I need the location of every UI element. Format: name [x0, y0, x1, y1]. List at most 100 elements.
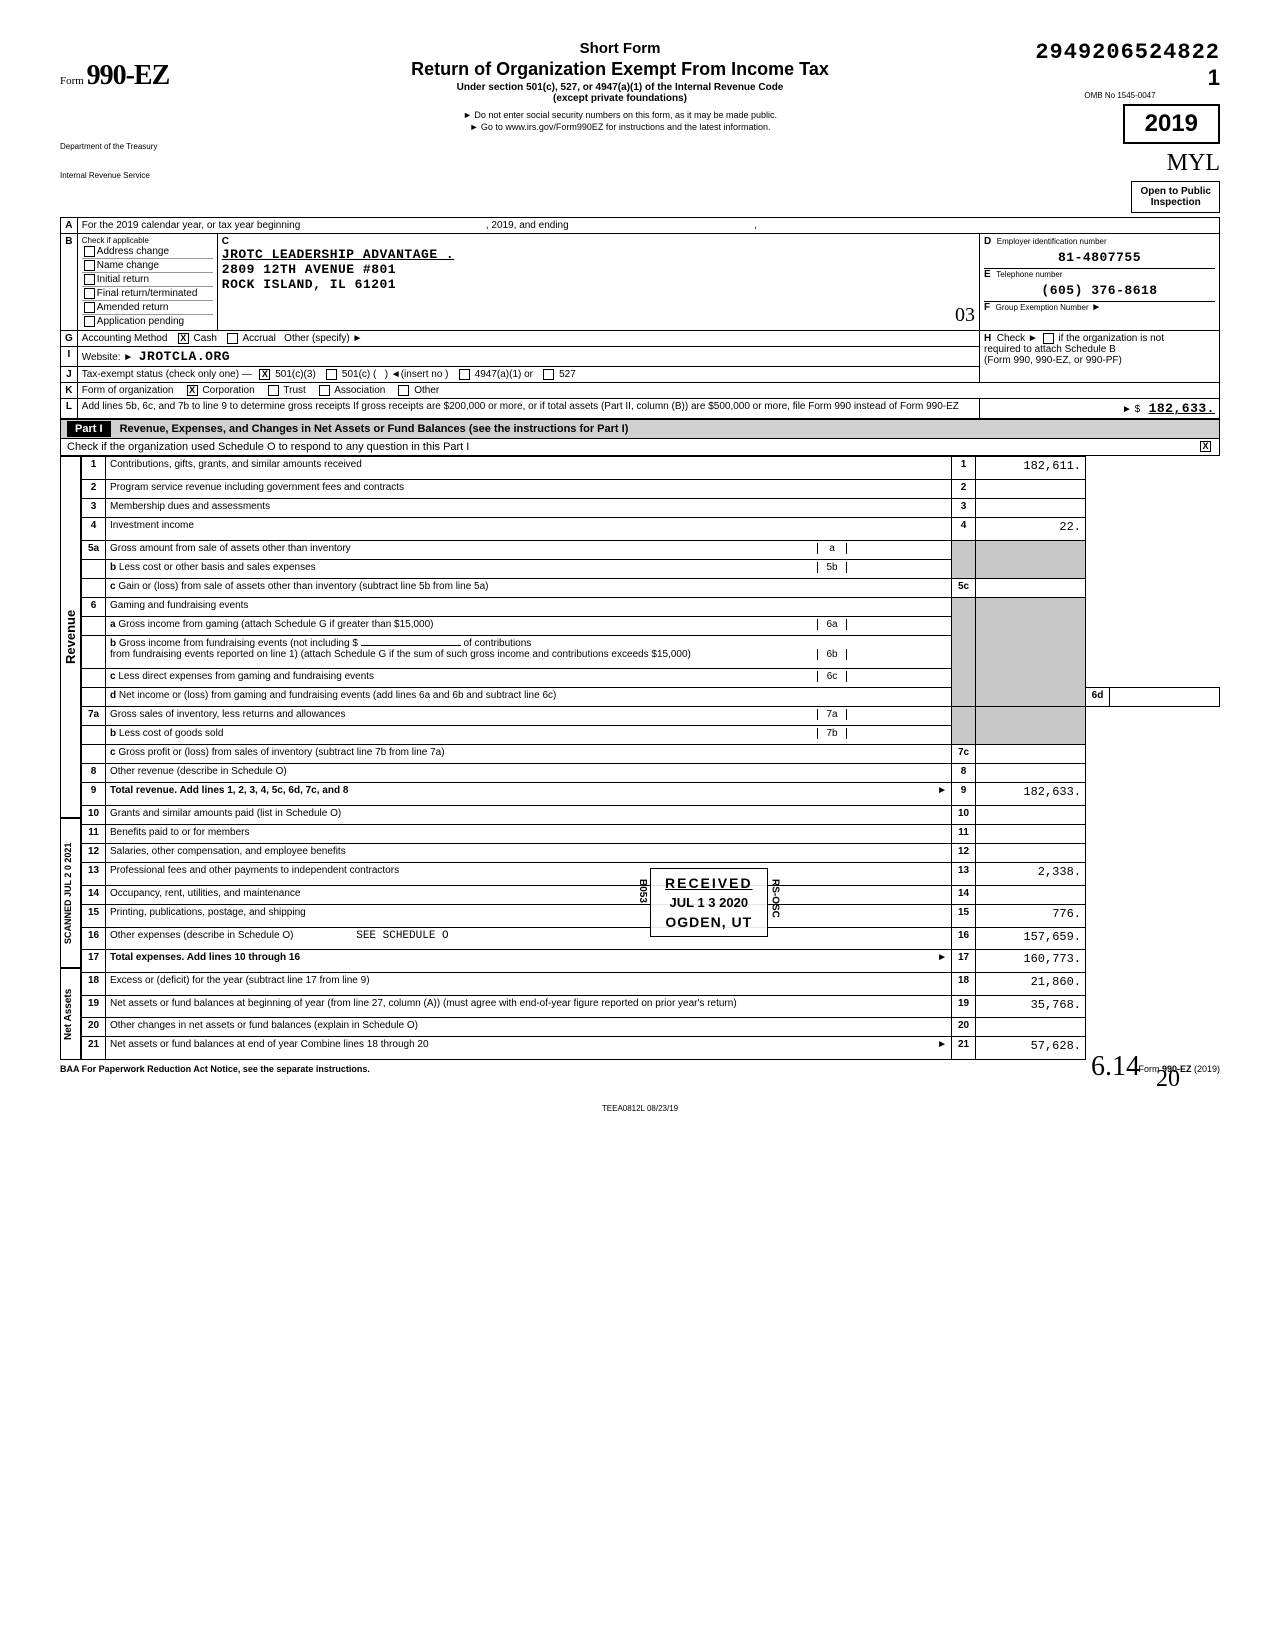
check-initial-return[interactable]: Initial return [82, 273, 213, 287]
row-k: Form of organization X Corporation Trust… [77, 383, 1219, 399]
check-amended-return[interactable]: Amended return [82, 301, 213, 315]
check-corp[interactable]: X [187, 385, 198, 396]
dln-stamp: 294920652482​2 [1035, 40, 1220, 65]
label-d: D [984, 236, 991, 247]
line-8: 8Other revenue (describe in Schedule O)8 [82, 764, 1220, 783]
stamp-date: JUL 1 3 2020 [665, 895, 753, 910]
vertical-labels: Revenue SCANNED JUL 2 0 2021 Net Assets [60, 456, 81, 1060]
form-prefix: Form [60, 75, 84, 87]
check-if-column: Check if applicable Address change Name … [77, 234, 217, 331]
check-501c[interactable] [326, 369, 337, 380]
line-5c: c Gain or (loss) from sale of assets oth… [82, 579, 1220, 598]
org-addr1: 2809 12TH AVENUE #801 [222, 262, 975, 277]
page-stamp: 1 [1208, 65, 1220, 90]
line-2: 2Program service revenue including gover… [82, 480, 1220, 499]
goto-instruction: ► Go to www.irs.gov/Form990EZ for instru… [230, 122, 1010, 132]
org-addr2: ROCK ISLAND, IL 61201 [222, 277, 975, 292]
short-form-label: Short Form [230, 40, 1010, 57]
org-name: JROTC LEADERSHIP ADVANTAGE . [222, 247, 975, 262]
check-name-change[interactable]: Name change [82, 259, 213, 273]
row-j: Tax-exempt status (check only one) — X 5… [77, 367, 979, 383]
stamp-left-code: B053 [637, 879, 648, 903]
label-h: H [984, 333, 991, 344]
footer-left: BAA For Paperwork Reduction Act Notice, … [60, 1064, 370, 1074]
label-a: A [61, 218, 78, 234]
line-21: 21Net assets or fund balances at end of … [82, 1037, 1220, 1060]
check-application-pending[interactable]: Application pending [82, 315, 213, 328]
row-l-arrow: ► $ [1122, 404, 1140, 415]
check-527[interactable] [543, 369, 554, 380]
hand-03: 03 [955, 304, 975, 327]
check-if-label: Check if applicable [82, 236, 213, 245]
row-g: Accounting Method X Cash Accrual Other (… [77, 331, 979, 347]
received-stamp: B053 RECEIVED JUL 1 3 2020 OGDEN, UT RS-… [650, 868, 768, 937]
line-20: 20Other changes in net assets or fund ba… [82, 1018, 1220, 1037]
check-other-org[interactable] [398, 385, 409, 396]
lines-table: 1Contributions, gifts, grants, and simil… [81, 456, 1220, 1060]
check-trust[interactable] [268, 385, 279, 396]
open-public-box: Open to Public Inspection [1131, 181, 1220, 213]
signature-2: 20 [1156, 1066, 1180, 1093]
initials-handwriting: MYL [1167, 150, 1220, 177]
line-6: 6Gaming and fundraising events [82, 598, 1220, 617]
subtitle-2: (except private foundations) [230, 93, 1010, 104]
section-c: C JROTC LEADERSHIP ADVANTAGE . 2809 12TH… [217, 234, 979, 331]
tax-year: 2019 [1123, 104, 1220, 144]
check-4947[interactable] [459, 369, 470, 380]
form-number: 990-EZ [87, 60, 170, 91]
subtitle-1: Under section 501(c), 527, or 4947(a)(1)… [230, 82, 1010, 93]
check-address-change[interactable]: Address change [82, 245, 213, 259]
omb-label: OMB No 1545-0047 [1020, 91, 1220, 100]
footer: BAA For Paperwork Reduction Act Notice, … [60, 1064, 1220, 1074]
check-cash[interactable]: X [178, 333, 189, 344]
e-text: Telephone number [996, 270, 1062, 279]
part1-checkbox[interactable]: X [1200, 441, 1211, 452]
line-4: 4Investment income422. [82, 518, 1220, 541]
line-7c: c Gross profit or (loss) from sales of i… [82, 745, 1220, 764]
label-j: J [61, 367, 78, 383]
line-9: 9Total revenue. Add lines 1, 2, 3, 4, 5c… [82, 783, 1220, 806]
return-title: Return of Organization Exempt From Incom… [230, 59, 1010, 80]
label-g: G [61, 331, 78, 347]
header-center: Short Form Return of Organization Exempt… [220, 40, 1020, 134]
line-10: 10Grants and similar amounts paid (list … [82, 805, 1220, 824]
dept-treasury: Department of the Treasury [60, 142, 220, 151]
part1-body: Revenue SCANNED JUL 2 0 2021 Net Assets … [60, 456, 1220, 1060]
row-l-amount-cell: ► $ 182,633. [980, 399, 1220, 419]
phone-value: (605) 376-8618 [984, 280, 1215, 302]
line-5a: 5a Gross amount from sale of assets othe… [82, 540, 1220, 559]
label-f: F [984, 302, 990, 313]
stamp-right-code: RS-OSC [770, 879, 781, 918]
part1-title: Revenue, Expenses, and Changes in Net As… [120, 423, 629, 435]
line-17: 17Total expenses. Add lines 10 through 1… [82, 950, 1220, 973]
line-12: 12Salaries, other compensation, and empl… [82, 844, 1220, 863]
check-501c3[interactable]: X [259, 369, 270, 380]
row-a-text: For the 2019 calendar year, or tax year … [77, 218, 1219, 234]
check-assoc[interactable] [319, 385, 330, 396]
form-header: Form 990-EZ Department of the Treasury I… [60, 40, 1220, 213]
check-accrual[interactable] [227, 333, 238, 344]
row-i: Website: ► JROTCLA.ORG [77, 347, 979, 367]
check-final-return[interactable]: Final return/terminated [82, 287, 213, 301]
row-l-text: Add lines 5b, 6c, and 7b to line 9 to de… [77, 399, 979, 419]
vlabel-netassets: Net Assets [60, 968, 81, 1060]
part1-header: Part I Revenue, Expenses, and Changes in… [60, 419, 1220, 439]
see-schedule-o: SEE SCHEDULE O [356, 930, 448, 942]
open-public-1: Open to Public [1140, 186, 1211, 197]
label-i: I [61, 347, 78, 367]
header-right: 294920652482​2 1 OMB No 1545-0047 2019 M… [1020, 40, 1220, 213]
label-k: K [61, 383, 78, 399]
label-b: B [61, 234, 78, 331]
label-c: C [222, 236, 238, 247]
section-d-e-f: D Employer identification number 81-4807… [980, 234, 1220, 331]
d-text: Employer identification number [997, 237, 1107, 246]
ein-value: 81-4807755 [984, 247, 1215, 269]
label-e: E [984, 269, 991, 280]
footer-center: TEEA0812L 08/23/19 [60, 1104, 1220, 1113]
line-1: 1Contributions, gifts, grants, and simil… [82, 457, 1220, 480]
stamp-city: OGDEN, UT [665, 914, 753, 930]
vlabel-revenue: Revenue [60, 456, 81, 818]
check-h[interactable] [1043, 333, 1054, 344]
form-number-box: Form 990-EZ Department of the Treasury I… [60, 40, 220, 180]
line-18: 18Excess or (deficit) for the year (subt… [82, 972, 1220, 995]
